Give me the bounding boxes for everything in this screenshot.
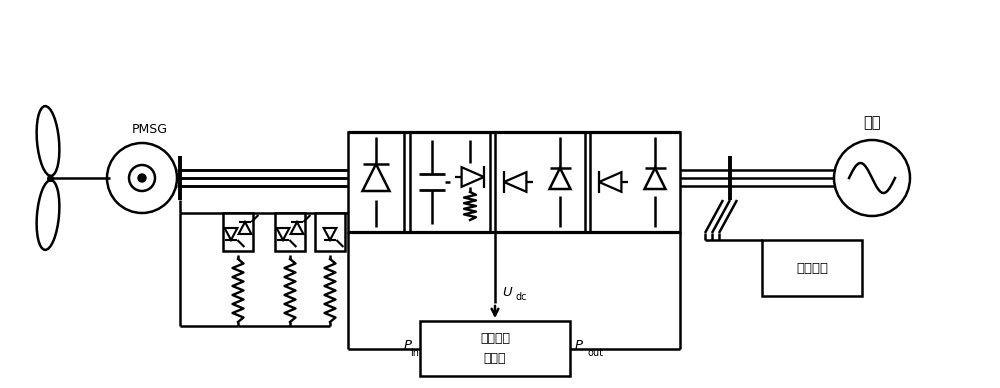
Text: out: out	[588, 348, 604, 359]
Text: dc: dc	[516, 292, 528, 302]
Bar	[223, 213, 253, 251]
Bar	[495, 132, 585, 232]
Bar	[348, 132, 404, 232]
Text: 无功补偿: 无功补偿	[796, 262, 828, 274]
Text: U: U	[502, 286, 512, 300]
Text: P: P	[575, 339, 583, 352]
Bar	[762, 240, 862, 296]
Text: PMSG: PMSG	[132, 123, 168, 136]
Bar	[315, 213, 345, 251]
Bar	[410, 132, 490, 232]
Text: P: P	[404, 339, 412, 352]
Bar	[590, 132, 680, 232]
Text: in: in	[410, 348, 419, 359]
Text: 卸载单元: 卸载单元	[480, 332, 510, 345]
Bar	[275, 213, 305, 251]
Text: 控制器: 控制器	[484, 352, 506, 365]
Circle shape	[138, 174, 146, 182]
Text: 电网: 电网	[863, 115, 881, 130]
Bar	[420, 321, 570, 376]
